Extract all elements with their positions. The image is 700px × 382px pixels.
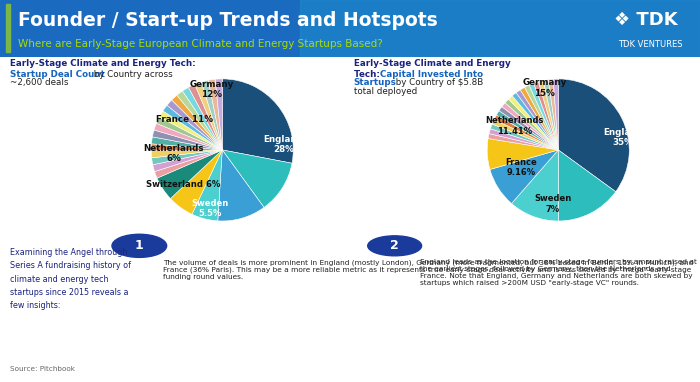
Text: ❖ TDK: ❖ TDK (614, 11, 678, 29)
Wedge shape (153, 130, 223, 150)
Wedge shape (516, 90, 559, 150)
Wedge shape (543, 79, 559, 150)
Circle shape (112, 234, 167, 257)
Text: Germany
12%: Germany 12% (189, 80, 234, 99)
Wedge shape (151, 137, 223, 150)
Text: France 11%: France 11% (155, 115, 213, 125)
Wedge shape (538, 81, 559, 150)
Wedge shape (558, 79, 629, 192)
Wedge shape (502, 103, 559, 150)
Text: Examining the Angel through
Series A fundraising history of
climate and energy t: Examining the Angel through Series A fun… (10, 248, 132, 310)
Text: Startup Deal Count: Startup Deal Count (10, 70, 106, 79)
Text: Switzerland 6%: Switzerland 6% (146, 180, 220, 189)
Wedge shape (156, 117, 223, 150)
Text: England
28%: England 28% (264, 135, 303, 154)
Wedge shape (505, 99, 559, 150)
Wedge shape (167, 100, 223, 150)
Wedge shape (155, 150, 223, 178)
Wedge shape (192, 150, 223, 221)
Text: Capital Invested Into: Capital Invested Into (380, 70, 483, 79)
Wedge shape (172, 95, 223, 150)
Wedge shape (492, 120, 559, 150)
Wedge shape (151, 144, 223, 151)
Wedge shape (512, 93, 559, 150)
Wedge shape (152, 150, 223, 165)
Wedge shape (163, 105, 223, 150)
Text: by Country across: by Country across (91, 70, 173, 79)
Wedge shape (188, 84, 223, 150)
Wedge shape (195, 82, 223, 150)
Text: Netherlands
6%: Netherlands 6% (144, 144, 204, 163)
Wedge shape (223, 150, 292, 207)
Text: Source: Pitchbook: Source: Pitchbook (10, 366, 76, 372)
Text: France
9.16%: France 9.16% (505, 158, 538, 177)
Text: The volume of deals is more prominent in England (mostly London), Germany (more : The volume of deals is more prominent in… (163, 259, 693, 280)
Wedge shape (209, 79, 223, 150)
Wedge shape (202, 80, 223, 150)
Text: Sweden
5.5%: Sweden 5.5% (191, 199, 229, 218)
Wedge shape (524, 85, 559, 150)
Wedge shape (171, 150, 223, 214)
Text: Founder / Start-up Trends and Hotspots: Founder / Start-up Trends and Hotspots (18, 11, 438, 30)
Wedge shape (487, 139, 559, 170)
Wedge shape (529, 83, 559, 150)
Text: England
35%: England 35% (603, 128, 643, 147)
Text: total deployed: total deployed (354, 87, 416, 96)
Wedge shape (533, 82, 559, 150)
Text: Early-Stage Climate and Energy Tech:: Early-Stage Climate and Energy Tech: (10, 59, 196, 68)
Wedge shape (153, 150, 223, 172)
Wedge shape (177, 91, 223, 150)
Bar (300, 0, 700, 57)
Text: Where are Early-Stage European Climate and Energy Startups Based?: Where are Early-Stage European Climate a… (18, 39, 383, 49)
Text: 1: 1 (135, 239, 143, 253)
Wedge shape (157, 150, 223, 199)
Text: by Country of $5.8B: by Country of $5.8B (393, 78, 483, 87)
Wedge shape (183, 87, 223, 150)
Wedge shape (222, 79, 293, 163)
Wedge shape (490, 150, 559, 204)
Text: Sweden
7%: Sweden 7% (534, 194, 572, 214)
Wedge shape (488, 134, 559, 150)
Text: Tech:: Tech: (354, 70, 382, 79)
Wedge shape (508, 96, 559, 150)
Wedge shape (496, 111, 559, 150)
Text: 2: 2 (391, 239, 399, 253)
Wedge shape (499, 107, 559, 150)
Wedge shape (160, 111, 223, 150)
Wedge shape (489, 129, 559, 150)
Wedge shape (558, 150, 616, 221)
Wedge shape (151, 150, 223, 158)
Text: Early-Stage Climate and Energy: Early-Stage Climate and Energy (354, 59, 510, 68)
Wedge shape (218, 150, 264, 221)
Wedge shape (491, 124, 559, 150)
Text: ~2,600 deals: ~2,600 deals (10, 78, 69, 87)
Wedge shape (154, 123, 223, 150)
Text: TDK VENTURES: TDK VENTURES (618, 40, 682, 49)
Wedge shape (512, 150, 559, 221)
Text: Startups: Startups (354, 78, 396, 87)
Text: England leads as the location for early-stage founders by amount raised at the e: England leads as the location for early-… (420, 259, 697, 286)
Wedge shape (553, 79, 559, 150)
Text: Germany
15%: Germany 15% (522, 78, 567, 97)
Wedge shape (548, 79, 559, 150)
Wedge shape (520, 87, 559, 150)
Circle shape (368, 236, 421, 256)
Wedge shape (494, 115, 559, 150)
Wedge shape (215, 79, 223, 150)
Bar (6, 4, 10, 52)
Text: Netherlands
11.41%: Netherlands 11.41% (485, 117, 544, 136)
